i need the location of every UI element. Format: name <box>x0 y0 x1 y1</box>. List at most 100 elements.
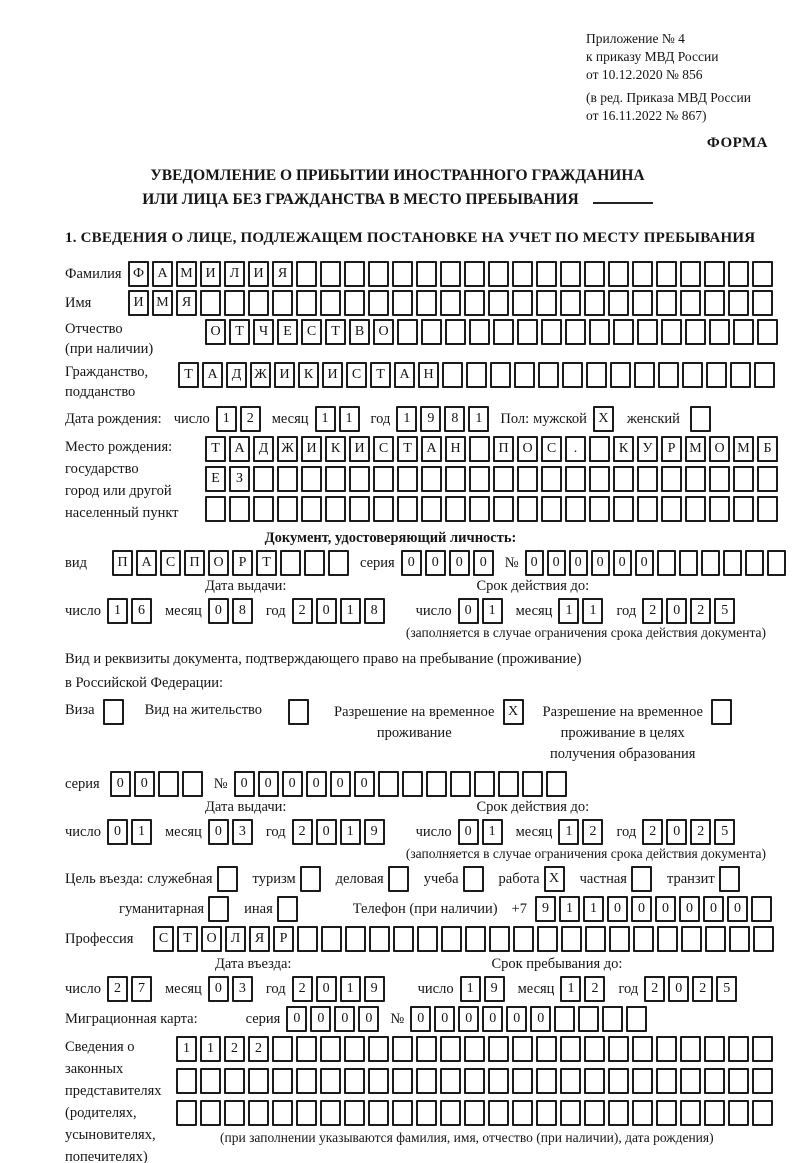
form-cell[interactable]: 1 <box>339 819 361 845</box>
form-cell[interactable] <box>377 771 399 797</box>
form-cell[interactable] <box>589 496 610 522</box>
form-cell[interactable] <box>488 1036 509 1062</box>
checkbox-cell[interactable] <box>462 866 484 892</box>
form-cell[interactable] <box>757 466 778 492</box>
form-cell[interactable] <box>560 1068 581 1094</box>
form-cell[interactable] <box>752 1068 773 1094</box>
form-cell[interactable]: 0 <box>472 550 494 576</box>
form-cell[interactable] <box>272 1036 293 1062</box>
form-cell[interactable]: 2 <box>106 976 128 1002</box>
form-cell[interactable]: 3 <box>231 976 253 1002</box>
form-cell[interactable]: Я <box>176 290 197 316</box>
form-cell[interactable] <box>488 1100 509 1126</box>
form-cell[interactable] <box>560 1036 581 1062</box>
form-cell[interactable] <box>488 1068 509 1094</box>
form-cell[interactable] <box>608 1100 629 1126</box>
form-cell[interactable] <box>344 1068 365 1094</box>
form-cell[interactable] <box>661 319 682 345</box>
form-cell[interactable] <box>752 290 773 316</box>
form-cell[interactable] <box>752 1100 773 1126</box>
form-cell[interactable] <box>517 466 538 492</box>
checkbox-cell[interactable] <box>718 866 740 892</box>
form-cell[interactable]: 2 <box>291 598 313 624</box>
form-cell[interactable]: . <box>565 436 586 462</box>
form-cell[interactable] <box>705 926 726 952</box>
form-cell[interactable] <box>536 1100 557 1126</box>
form-cell[interactable] <box>632 290 653 316</box>
form-cell[interactable] <box>280 550 301 576</box>
purpose-private-checkbox[interactable] <box>630 866 655 892</box>
form-cell[interactable] <box>602 1006 624 1032</box>
form-cell[interactable]: Б <box>757 436 778 462</box>
form-cell[interactable]: Т <box>397 436 418 462</box>
form-cell[interactable] <box>610 362 631 388</box>
form-cell[interactable] <box>729 926 750 952</box>
form-cell[interactable] <box>709 319 730 345</box>
form-cell[interactable] <box>416 1100 437 1126</box>
form-cell[interactable]: 2 <box>584 976 606 1002</box>
checkbox-cell[interactable]: X <box>592 406 614 432</box>
form-cell[interactable] <box>521 771 543 797</box>
temp-permit-checkbox[interactable]: X <box>502 699 527 725</box>
form-cell[interactable] <box>536 1036 557 1062</box>
form-cell[interactable] <box>517 319 538 345</box>
form-cell[interactable] <box>656 550 676 576</box>
form-cell[interactable] <box>466 362 487 388</box>
form-cell[interactable] <box>248 1068 269 1094</box>
purpose-study-checkbox[interactable] <box>462 866 487 892</box>
form-cell[interactable]: М <box>152 290 173 316</box>
form-cell[interactable] <box>656 1036 677 1062</box>
form-cell[interactable] <box>392 261 413 287</box>
form-cell[interactable]: С <box>373 436 394 462</box>
form-cell[interactable]: 1 <box>558 896 580 922</box>
form-cell[interactable]: 0 <box>678 896 700 922</box>
form-cell[interactable] <box>728 1100 749 1126</box>
form-cell[interactable] <box>497 771 519 797</box>
form-cell[interactable] <box>421 466 442 492</box>
form-cell[interactable] <box>752 261 773 287</box>
form-cell[interactable]: 1 <box>481 598 503 624</box>
form-cell[interactable] <box>464 1036 485 1062</box>
form-cell[interactable] <box>297 926 318 952</box>
form-cell[interactable]: 7 <box>130 976 152 1002</box>
form-cell[interactable]: П <box>184 550 205 576</box>
form-cell[interactable] <box>658 362 679 388</box>
form-cell[interactable] <box>440 1100 461 1126</box>
form-cell[interactable] <box>733 466 754 492</box>
form-cell[interactable]: Н <box>445 436 466 462</box>
form-cell[interactable]: Т <box>229 319 250 345</box>
form-cell[interactable]: 0 <box>207 976 229 1002</box>
form-cell[interactable]: Я <box>249 926 270 952</box>
form-cell[interactable] <box>685 319 706 345</box>
form-cell[interactable]: 0 <box>590 550 610 576</box>
form-cell[interactable]: М <box>685 436 706 462</box>
form-cell[interactable] <box>373 466 394 492</box>
checkbox-cell[interactable] <box>299 866 321 892</box>
form-cell[interactable] <box>200 1100 221 1126</box>
form-cell[interactable]: 0 <box>458 1006 480 1032</box>
form-cell[interactable] <box>704 1036 725 1062</box>
form-cell[interactable]: И <box>274 362 295 388</box>
form-cell[interactable] <box>224 1068 245 1094</box>
form-cell[interactable] <box>766 550 786 576</box>
form-cell[interactable] <box>608 1068 629 1094</box>
form-cell[interactable] <box>608 290 629 316</box>
form-cell[interactable]: 3 <box>231 819 253 845</box>
form-cell[interactable] <box>565 496 586 522</box>
form-cell[interactable]: И <box>349 436 370 462</box>
form-cell[interactable] <box>345 926 366 952</box>
form-cell[interactable]: 2 <box>224 1036 245 1062</box>
form-cell[interactable] <box>205 496 226 522</box>
form-cell[interactable] <box>176 1068 197 1094</box>
form-cell[interactable]: 2 <box>248 1036 269 1062</box>
form-cell[interactable] <box>320 1100 341 1126</box>
checkbox-cell[interactable] <box>216 866 238 892</box>
form-cell[interactable] <box>392 1068 413 1094</box>
form-cell[interactable] <box>425 771 447 797</box>
temp-permit-edu-checkbox[interactable] <box>710 699 735 725</box>
form-cell[interactable] <box>368 1036 389 1062</box>
form-cell[interactable] <box>632 1036 653 1062</box>
form-cell[interactable] <box>417 926 438 952</box>
form-cell[interactable] <box>449 771 471 797</box>
form-cell[interactable] <box>224 1100 245 1126</box>
